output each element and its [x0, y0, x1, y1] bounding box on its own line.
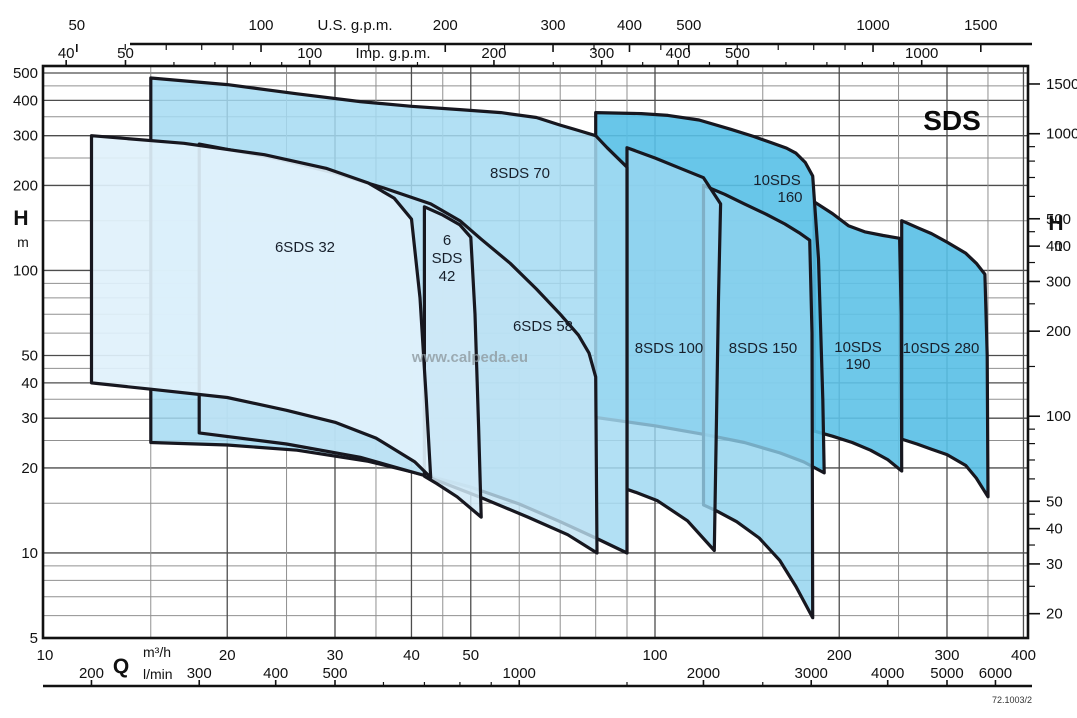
h-ft-tick-label: 1000: [1046, 126, 1077, 143]
lmin-tick-label: 4000: [871, 665, 904, 682]
envelope-label-10sds-160: 10SDS: [753, 172, 801, 189]
envelope-10sds-190: [812, 200, 904, 473]
h-ft-tick-label: 400: [1046, 238, 1071, 255]
envelope-label-10sds-190: 10SDS: [834, 339, 882, 356]
envelope-label-8sds-70: 8SDS 70: [490, 165, 550, 182]
lmin-tick-label: 3000: [795, 665, 828, 682]
lmin-tick-label: 1000: [503, 665, 536, 682]
q-m3h-unit: m³/h: [143, 644, 171, 660]
h-m-tick-label: 200: [13, 177, 38, 194]
h-ft-tick-label: 40: [1046, 521, 1063, 538]
q-m3h-tick-label: 400: [1011, 647, 1036, 664]
envelope-label-10sds-280: 10SDS 280: [903, 340, 980, 357]
h-m-tick-label: 20: [21, 460, 38, 477]
envelope-label-6sds-32: 6SDS 32: [275, 239, 335, 256]
lmin-tick-label: 200: [79, 665, 104, 682]
q-m3h-tick-label: 30: [327, 647, 344, 664]
h-ft-tick-label: 30: [1046, 556, 1063, 573]
watermark: www.calpeda.eu: [411, 349, 528, 366]
us-gpm-axis-title: U.S. g.p.m.: [317, 17, 392, 34]
q-m3h-tick-label: 200: [827, 647, 852, 664]
h-m-tick-label: 100: [13, 262, 38, 279]
us-gpm-tick-label: 500: [676, 17, 701, 34]
envelope-label-6sds-42: SDS: [432, 250, 463, 267]
envelope-6sds-42: [422, 205, 483, 519]
lmin-tick-label: 5000: [930, 665, 963, 682]
envelope-6sds-32: [89, 134, 433, 480]
h-ft-tick-label: 500: [1046, 211, 1071, 228]
imp-gpm-tick-label: 50: [117, 45, 134, 62]
drawing-code: 72.1003/2: [992, 695, 1032, 705]
h-ft-tick-label: 50: [1046, 493, 1063, 510]
h-m-tick-label: 500: [13, 65, 38, 82]
us-gpm-tick-label: 50: [68, 17, 85, 34]
imp-gpm-axis-title: Imp. g.p.m.: [355, 45, 430, 62]
h-ft-tick-label: 1500: [1046, 76, 1077, 93]
q-m3h-tick-label: 300: [934, 647, 959, 664]
h-m-tick-label: 5: [30, 630, 38, 647]
plot-frame: [41, 64, 1030, 640]
q-m3h-tick-label: 100: [642, 647, 667, 664]
h-m-tick-label: 30: [21, 410, 38, 427]
envelope-label-10sds-190: 190: [845, 356, 870, 373]
imp-gpm-tick-label: 300: [589, 45, 614, 62]
envelope-8sds-100: [625, 146, 723, 553]
q-m3h-tick-label: 10: [37, 647, 54, 664]
h-ft-tick-label: 200: [1046, 323, 1071, 340]
imp-gpm-tick-label: 400: [666, 45, 691, 62]
envelope-label-8sds-150: 8SDS 150: [729, 340, 797, 357]
imp-gpm-tick-label: 100: [297, 45, 322, 62]
us-gpm-tick-label: 1000: [856, 17, 889, 34]
us-gpm-tick-label: 200: [433, 17, 458, 34]
imp-gpm-tick-label: 500: [725, 45, 750, 62]
us-gpm-tick-label: 300: [541, 17, 566, 34]
lmin-tick-label: 400: [263, 665, 288, 682]
imp-gpm-tick-label: 1000: [905, 45, 938, 62]
us-gpm-tick-label: 400: [617, 17, 642, 34]
envelopes: [89, 76, 990, 620]
h-m-tick-label: 10: [21, 545, 38, 562]
envelope-10sds-280: [900, 219, 990, 499]
us-gpm-tick-label: 1500: [964, 17, 997, 34]
q-axis-letter: Q: [113, 655, 129, 678]
chart-title: SDS: [923, 105, 981, 136]
envelope-label-10sds-160: 160: [777, 189, 802, 206]
lmin-tick-label: 500: [322, 665, 347, 682]
imp-gpm-tick-label: 200: [481, 45, 506, 62]
h-ft-axis-letter: H: [1048, 212, 1063, 235]
h-m-axis-unit: m: [17, 234, 29, 250]
lmin-tick-label: 6000: [979, 665, 1012, 682]
h-m-tick-label: 300: [13, 128, 38, 145]
h-m-tick-label: 50: [21, 348, 38, 365]
q-m3h-tick-label: 40: [403, 647, 420, 664]
h-ft-tick-label: 100: [1046, 408, 1071, 425]
envelope-label-6sds-58: 6SDS 58: [513, 318, 573, 335]
q-lmin-unit: l/min: [143, 666, 173, 682]
lmin-tick-label: 300: [187, 665, 212, 682]
h-ft-axis-unit: ft: [1054, 238, 1062, 254]
imp-gpm-tick-label: 40: [58, 45, 75, 62]
us-gpm-tick-label: 100: [249, 17, 274, 34]
q-m3h-tick-label: 50: [462, 647, 479, 664]
envelope-label-6sds-42: 42: [439, 268, 456, 285]
h-ft-tick-label: 20: [1046, 606, 1063, 623]
envelope-8sds-150: [701, 183, 815, 620]
h-m-tick-label: 40: [21, 375, 38, 392]
h-m-axis-letter: H: [13, 207, 28, 230]
h-ft-tick-label: 300: [1046, 273, 1071, 290]
h-m-tick-label: 400: [13, 92, 38, 109]
envelope-label-8sds-100: 8SDS 100: [635, 340, 703, 357]
envelope-label-6sds-42: 6: [443, 232, 451, 249]
q-m3h-tick-label: 20: [219, 647, 236, 664]
lmin-tick-label: 2000: [687, 665, 720, 682]
